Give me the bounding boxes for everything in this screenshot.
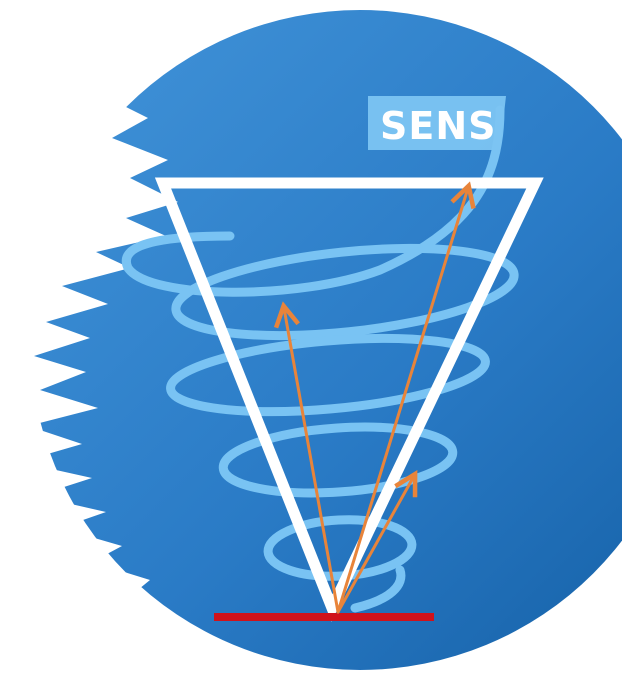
spiral-top-tail (121, 105, 505, 297)
arrow-group (284, 188, 468, 614)
arrow-icon-tall (336, 188, 468, 614)
spiral-bottom-tail (350, 565, 406, 613)
sens-label-box (368, 96, 506, 150)
inverted-triangle-icon (154, 177, 544, 622)
arrow-icon-left (284, 308, 340, 614)
torn-edge-overlay (0, 0, 206, 683)
arrow-icon-short (336, 476, 414, 614)
sens-label-text: SENS (380, 104, 497, 148)
spiral-coil-1 (171, 243, 519, 341)
spiral-coil-2 (166, 333, 490, 417)
spiral-coil-3 (218, 422, 458, 498)
sens-label-badge: SENS (368, 96, 506, 150)
